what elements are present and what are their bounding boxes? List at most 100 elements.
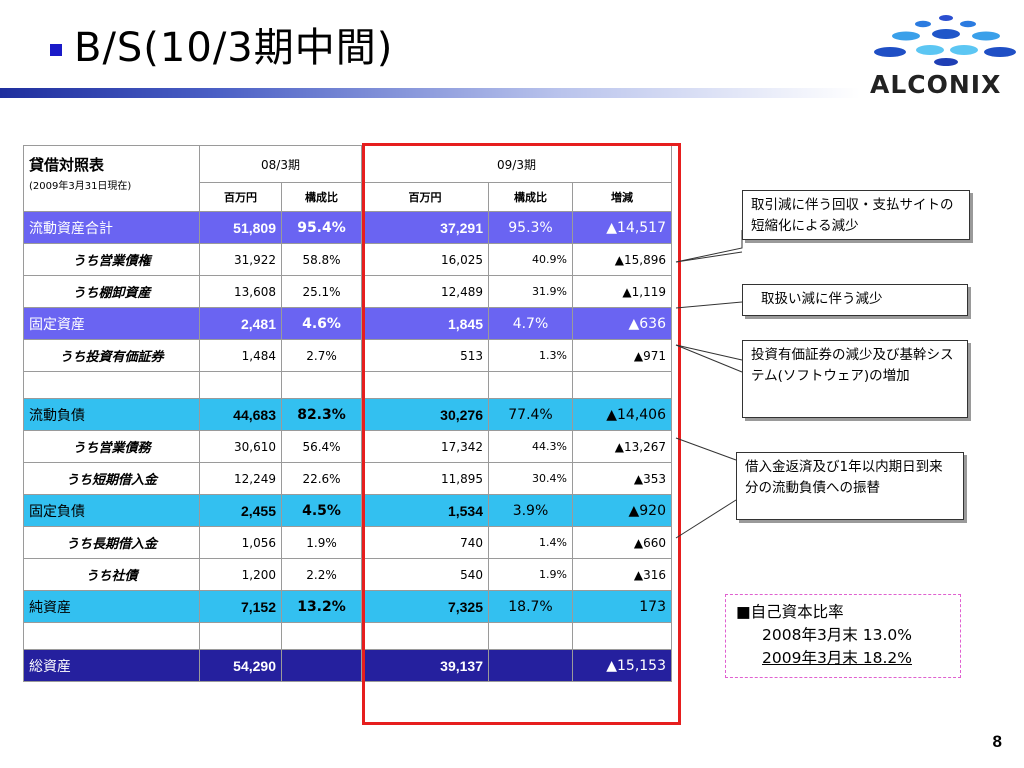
- row-label: 固定資産: [23, 307, 200, 340]
- table-row-fixed-assets: 固定資産 2,481 4.6% 1,845 4.7% ▲636: [23, 307, 672, 340]
- prev-ratio: 82.3%: [281, 398, 362, 431]
- table-row-payables: うち営業債務 30,610 56.4% 17,342 44.3% ▲13,267: [23, 430, 672, 463]
- curr-amount: 12,489: [361, 275, 489, 308]
- row-label: うち社債: [23, 558, 200, 591]
- table-row-current-liabilities: 流動負債 44,683 82.3% 30,276 77.4% ▲14,406: [23, 398, 672, 431]
- table-row-short-term-loans: うち短期借入金 12,249 22.6% 11,895 30.4% ▲353: [23, 462, 672, 495]
- prev-ratio: 56.4%: [281, 430, 362, 463]
- prev-ratio: 13.2%: [281, 590, 362, 623]
- change-value: ▲920: [572, 494, 672, 527]
- change-value: ▲353: [572, 462, 672, 495]
- curr-amount: 513: [361, 339, 489, 372]
- change-value: ▲971: [572, 339, 672, 372]
- col-header-prev-ratio: 構成比: [281, 182, 362, 212]
- col-header-change: 増減: [572, 182, 672, 212]
- table-row-bonds: うち社債 1,200 2.2% 540 1.9% ▲316: [23, 558, 672, 591]
- curr-ratio: 1.9%: [488, 558, 573, 591]
- prev-amount: 1,056: [199, 526, 282, 559]
- change-value: ▲316: [572, 558, 672, 591]
- change-value: ▲14,406: [572, 398, 672, 431]
- curr-ratio: 3.9%: [488, 494, 573, 527]
- callout-liabilities-note: 借入金返済及び1年以内期日到来分の流動負債への振替: [736, 452, 964, 520]
- change-value: 173: [572, 590, 672, 623]
- prev-amount: 31,922: [199, 243, 282, 276]
- prev-amount: 7,152: [199, 590, 282, 623]
- table-row-fixed-liabilities: 固定負債 2,455 4.5% 1,534 3.9% ▲920: [23, 494, 672, 527]
- curr-ratio: 31.9%: [488, 275, 573, 308]
- prev-ratio: 2.7%: [281, 339, 362, 372]
- prev-amount: 51,809: [199, 211, 282, 244]
- title-underline-bar: [0, 88, 860, 98]
- curr-ratio: 18.7%: [488, 590, 573, 623]
- table-row-long-term-loans: うち長期借入金 1,056 1.9% 740 1.4% ▲660: [23, 526, 672, 559]
- curr-amount: 37,291: [361, 211, 489, 244]
- table-row-net-assets: 純資産 7,152 13.2% 7,325 18.7% 173: [23, 590, 672, 623]
- page-title: B/S(10/3期中間): [74, 25, 394, 71]
- prev-ratio: [281, 649, 362, 682]
- prev-amount: 13,608: [199, 275, 282, 308]
- prev-ratio: 22.6%: [281, 462, 362, 495]
- change-value: ▲15,153: [572, 649, 672, 682]
- balance-sheet-table: 貸借対照表 (2009年3月31日現在) 08/3期 09/3期 百万円 構成比…: [23, 145, 672, 682]
- page-number: 8: [992, 732, 1002, 751]
- callout-inventory-note: 取扱い減に伴う減少: [742, 284, 968, 316]
- prev-amount: 54,290: [199, 649, 282, 682]
- curr-amount: 7,325: [361, 590, 489, 623]
- alconix-logo-icon: [874, 15, 1016, 66]
- callout-fixed-assets-note: 投資有価証券の減少及び基幹システム(ソフトウェア)の増加: [742, 340, 968, 418]
- table-row-spacer: [23, 622, 672, 650]
- equity-ratio-2008: 2008年3月末 13.0%: [762, 626, 912, 644]
- prev-amount: 2,481: [199, 307, 282, 340]
- curr-ratio: 40.9%: [488, 243, 573, 276]
- row-label: 純資産: [23, 590, 200, 623]
- prev-ratio: 4.6%: [281, 307, 362, 340]
- prev-ratio: 58.8%: [281, 243, 362, 276]
- row-label: うち投資有価証券: [23, 339, 200, 372]
- prev-amount: 1,200: [199, 558, 282, 591]
- curr-amount: 39,137: [361, 649, 489, 682]
- change-value: ▲15,896: [572, 243, 672, 276]
- change-value: ▲13,267: [572, 430, 672, 463]
- curr-amount: 1,534: [361, 494, 489, 527]
- curr-amount: 540: [361, 558, 489, 591]
- table-row-total-assets: 総資産 54,290 39,137 ▲15,153: [23, 649, 672, 682]
- table-row-current-assets: 流動資産合計 51,809 95.4% 37,291 95.3% ▲14,517: [23, 211, 672, 244]
- row-label: 流動負債: [23, 398, 200, 431]
- prev-amount: 1,484: [199, 339, 282, 372]
- table-subtitle: (2009年3月31日現在): [29, 181, 132, 192]
- prev-ratio: 25.1%: [281, 275, 362, 308]
- prev-ratio: 95.4%: [281, 211, 362, 244]
- prev-ratio: 2.2%: [281, 558, 362, 591]
- change-value: ▲636: [572, 307, 672, 340]
- table-row-spacer: [23, 371, 672, 399]
- curr-ratio: 30.4%: [488, 462, 573, 495]
- prev-ratio: 1.9%: [281, 526, 362, 559]
- prev-amount: 2,455: [199, 494, 282, 527]
- period-curr-header: 09/3期: [361, 145, 672, 183]
- row-label: 流動資産合計: [23, 211, 200, 244]
- curr-ratio: 4.7%: [488, 307, 573, 340]
- change-value: ▲660: [572, 526, 672, 559]
- table-row-investment-securities: うち投資有価証券 1,484 2.7% 513 1.3% ▲971: [23, 339, 672, 372]
- equity-ratio-heading: ■自己資本比率: [736, 603, 844, 621]
- curr-ratio: 77.4%: [488, 398, 573, 431]
- table-title: 貸借対照表: [29, 156, 105, 174]
- curr-ratio: [488, 649, 573, 682]
- change-value: ▲1,119: [572, 275, 672, 308]
- callout-receivables-note: 取引減に伴う回収・支払サイトの短縮化による減少: [742, 190, 970, 240]
- change-value: ▲14,517: [572, 211, 672, 244]
- prev-amount: 44,683: [199, 398, 282, 431]
- curr-amount: 11,895: [361, 462, 489, 495]
- table-row-receivables: うち営業債権 31,922 58.8% 16,025 40.9% ▲15,896: [23, 243, 672, 276]
- row-label: うち営業債務: [23, 430, 200, 463]
- period-prev-header: 08/3期: [199, 145, 362, 183]
- row-label: 固定負債: [23, 494, 200, 527]
- row-label: 総資産: [23, 649, 200, 682]
- curr-amount: 16,025: [361, 243, 489, 276]
- curr-amount: 740: [361, 526, 489, 559]
- curr-amount: 30,276: [361, 398, 489, 431]
- row-label: うち短期借入金: [23, 462, 200, 495]
- curr-ratio: 44.3%: [488, 430, 573, 463]
- row-label: うち営業債権: [23, 243, 200, 276]
- table-row-inventory: うち棚卸資産 13,608 25.1% 12,489 31.9% ▲1,119: [23, 275, 672, 308]
